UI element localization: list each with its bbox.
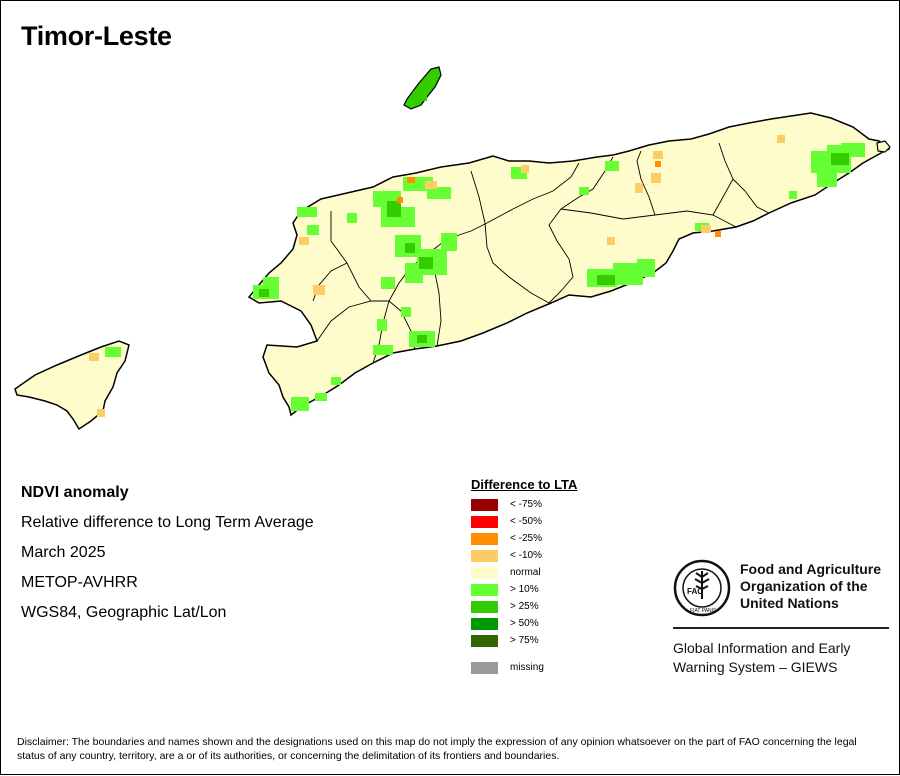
legend-item: < -50%	[471, 514, 577, 531]
legend-item: < -10%	[471, 548, 577, 565]
legend-swatch	[471, 584, 498, 596]
giews-name: Global Information and Early Warning Sys…	[673, 639, 889, 677]
municipality-boundaries	[312, 142, 770, 364]
map-title: Timor-Leste	[21, 21, 172, 51]
legend-swatch	[471, 618, 498, 630]
legend-item: > 25%	[471, 599, 577, 616]
legend-item: < -25%	[471, 531, 577, 548]
giews-line: Warning System – GIEWS	[673, 659, 838, 675]
jaco-island	[876, 140, 891, 153]
period-label: March 2025	[21, 544, 106, 561]
fao-name-line: Food and Agriculture	[740, 561, 882, 577]
legend-item: missing	[471, 660, 577, 677]
legend-swatch	[471, 662, 498, 674]
legend-swatch	[471, 635, 498, 647]
fao-emblem-icon: FAO FIAT PANIS	[673, 559, 731, 617]
svg-text:FAO: FAO	[687, 587, 703, 596]
fao-name-line: Organization of the	[740, 578, 868, 594]
negative-anomaly-patches	[89, 135, 785, 417]
legend-swatch	[471, 499, 498, 511]
legend-item: < -75%	[471, 497, 577, 514]
legend-label: < -50%	[510, 516, 542, 527]
fao-organization-name: Food and Agriculture Organization of the…	[740, 561, 890, 612]
legend-label: < -25%	[510, 533, 542, 544]
legend-item: > 10%	[471, 582, 577, 599]
legend-label: > 75%	[510, 635, 539, 646]
positive-anomaly-cores	[259, 91, 849, 343]
projection-label: WGS84, Geographic Lat/Lon	[21, 604, 227, 621]
legend-label: < -10%	[510, 550, 542, 561]
legend-label: > 10%	[510, 584, 539, 595]
legend-swatch	[471, 550, 498, 562]
legend-swatch	[471, 516, 498, 528]
oecusse-enclave	[14, 340, 130, 431]
legend-label: < -75%	[510, 499, 542, 510]
map-legend: Difference to LTA < -75% < -50% < -25% <…	[471, 477, 577, 677]
legend-title: Difference to LTA	[471, 477, 578, 492]
sensor-label: METOP-AVHRR	[21, 574, 138, 591]
legend-label: missing	[510, 662, 544, 673]
giews-line: Global Information and Early	[673, 640, 851, 656]
map-metadata: NDVI anomaly Relative difference to Long…	[21, 483, 314, 633]
legend-swatch	[471, 601, 498, 613]
fao-divider	[673, 627, 889, 629]
legend-label: > 25%	[510, 601, 539, 612]
svg-text:FIAT PANIS: FIAT PANIS	[690, 608, 717, 614]
legend-swatch	[471, 567, 498, 579]
legend-label: > 50%	[510, 618, 539, 629]
product-name: NDVI anomaly	[21, 484, 129, 501]
product-description: Relative difference to Long Term Average	[21, 514, 314, 531]
legend-label: normal	[510, 567, 541, 578]
legend-swatch	[471, 533, 498, 545]
legend-item: normal	[471, 565, 577, 582]
legend-item: > 50%	[471, 616, 577, 633]
negative-anomaly-cores	[397, 161, 721, 237]
atauro-island	[403, 66, 442, 110]
disclaimer-text: Disclaimer: The boundaries and names sho…	[17, 736, 857, 762]
legend-item: > 75%	[471, 633, 577, 650]
fao-name-line: United Nations	[740, 595, 839, 611]
